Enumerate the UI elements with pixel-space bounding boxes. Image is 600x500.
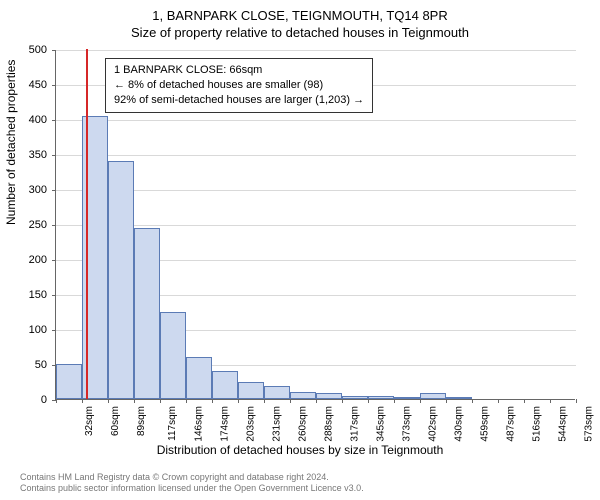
xtick-label: 231sqm	[271, 406, 282, 442]
xtick-mark	[550, 399, 551, 403]
property-marker-line	[86, 49, 88, 399]
xtick-mark	[446, 399, 447, 403]
xtick-mark	[524, 399, 525, 403]
gridline-h	[56, 225, 576, 226]
ytick-mark	[52, 85, 56, 86]
gridline-h	[56, 190, 576, 191]
footer-attribution: Contains HM Land Registry data © Crown c…	[20, 472, 364, 495]
xtick-mark	[160, 399, 161, 403]
histogram-bar	[368, 396, 395, 399]
ytick-mark	[52, 330, 56, 331]
histogram-bar	[160, 312, 186, 400]
xtick-label: 60sqm	[110, 406, 121, 436]
xtick-mark	[212, 399, 213, 403]
xtick-mark	[368, 399, 369, 403]
xtick-mark	[264, 399, 265, 403]
chart-plot-area: 05010015020025030035040045050032sqm60sqm…	[55, 50, 575, 400]
xtick-label: 573sqm	[584, 406, 595, 442]
ytick-label: 150	[7, 289, 47, 301]
chart-title-address: 1, BARNPARK CLOSE, TEIGNMOUTH, TQ14 8PR	[0, 0, 600, 23]
xtick-mark	[420, 399, 421, 403]
ytick-mark	[52, 260, 56, 261]
xtick-label: 373sqm	[401, 406, 412, 442]
xtick-label: 345sqm	[376, 406, 387, 442]
xtick-label: 89sqm	[136, 406, 147, 436]
xtick-label: 174sqm	[219, 406, 230, 442]
xtick-mark	[238, 399, 239, 403]
xtick-label: 260sqm	[298, 406, 309, 442]
xtick-label: 317sqm	[350, 406, 361, 442]
xtick-label: 203sqm	[246, 406, 257, 442]
histogram-bar	[316, 393, 342, 399]
xtick-label: 487sqm	[505, 406, 516, 442]
histogram-bar	[342, 396, 368, 400]
xtick-label: 288sqm	[324, 406, 335, 442]
xtick-label: 402sqm	[428, 406, 439, 442]
histogram-bar	[264, 386, 290, 399]
xtick-label: 459sqm	[480, 406, 491, 442]
gridline-h	[56, 50, 576, 51]
xtick-mark	[82, 399, 83, 403]
legend-line-1: 1 BARNPARK CLOSE: 66sqm	[114, 63, 364, 78]
histogram-bar	[56, 364, 82, 399]
xtick-label: 117sqm	[167, 406, 178, 441]
y-axis-label: Number of detached properties	[4, 60, 18, 225]
ytick-mark	[52, 225, 56, 226]
gridline-h	[56, 120, 576, 121]
ytick-mark	[52, 295, 56, 296]
xtick-mark	[290, 399, 291, 403]
xtick-mark	[576, 399, 577, 403]
xtick-mark	[316, 399, 317, 403]
histogram-bar	[212, 371, 238, 399]
footer-line-2: Contains public sector information licen…	[20, 483, 364, 494]
ytick-label: 200	[7, 254, 47, 266]
xtick-mark	[394, 399, 395, 403]
ytick-label: 50	[7, 359, 47, 371]
histogram-bar	[186, 357, 213, 399]
histogram-bar	[394, 397, 420, 399]
chart-title-description: Size of property relative to detached ho…	[0, 23, 600, 44]
footer-line-1: Contains HM Land Registry data © Crown c…	[20, 472, 364, 483]
histogram-bar	[420, 393, 447, 399]
histogram-bar	[290, 392, 317, 399]
histogram-bar	[446, 397, 472, 399]
xtick-mark	[56, 399, 57, 403]
ytick-mark	[52, 190, 56, 191]
xtick-mark	[498, 399, 499, 403]
xtick-label: 146sqm	[194, 406, 205, 442]
gridline-h	[56, 155, 576, 156]
xtick-mark	[472, 399, 473, 403]
histogram-bar	[134, 228, 161, 400]
ytick-mark	[52, 50, 56, 51]
xtick-label: 544sqm	[557, 406, 568, 442]
xtick-mark	[134, 399, 135, 403]
legend-box: 1 BARNPARK CLOSE: 66sqm ← 8% of detached…	[105, 58, 373, 113]
x-axis-label: Distribution of detached houses by size …	[0, 443, 600, 457]
xtick-label: 32sqm	[84, 406, 95, 436]
xtick-label: 516sqm	[532, 406, 543, 442]
ytick-label: 500	[7, 44, 47, 56]
legend-line-3: 92% of semi-detached houses are larger (…	[114, 93, 364, 108]
xtick-mark	[186, 399, 187, 403]
xtick-mark	[108, 399, 109, 403]
ytick-label: 100	[7, 324, 47, 336]
ytick-mark	[52, 120, 56, 121]
ytick-mark	[52, 155, 56, 156]
xtick-mark	[342, 399, 343, 403]
histogram-bar	[238, 382, 265, 400]
histogram-bar	[108, 161, 134, 399]
xtick-label: 430sqm	[453, 406, 464, 442]
ytick-label: 0	[7, 394, 47, 406]
legend-line-2: ← 8% of detached houses are smaller (98)	[114, 78, 364, 93]
